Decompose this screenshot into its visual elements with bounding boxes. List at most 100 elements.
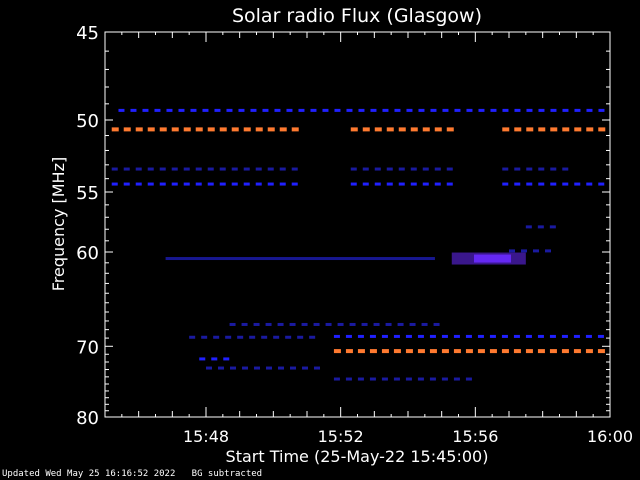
band-segment [123, 127, 131, 132]
band-segment [267, 167, 274, 171]
band-segment [586, 182, 593, 186]
continuous-band [165, 257, 435, 261]
band-segment [374, 127, 382, 132]
x-tick-label: 15:52 [318, 427, 364, 446]
band-segment [314, 366, 320, 370]
band-segment [199, 357, 206, 361]
band-segment [453, 334, 460, 338]
band-segment [302, 366, 308, 370]
band-segment [514, 182, 521, 186]
band-segment [337, 322, 344, 326]
band-segment [533, 249, 539, 253]
band-segment [207, 167, 214, 171]
band-segment [509, 249, 515, 253]
dashed-band [333, 349, 605, 354]
band-segment [598, 182, 605, 186]
band-segment [159, 182, 166, 186]
band-segment [538, 127, 546, 132]
band-segment [374, 167, 381, 171]
band-segment [574, 182, 581, 186]
band-segment [123, 167, 130, 171]
band-segment [381, 349, 389, 354]
band-segment [550, 167, 557, 171]
band-segment [442, 108, 449, 112]
band-segment [213, 335, 220, 339]
band-segment [441, 377, 448, 381]
band-segment [561, 349, 569, 354]
band-segment [350, 167, 357, 171]
band-segment [513, 334, 520, 338]
band-segment [243, 127, 251, 132]
band-segment [358, 108, 365, 112]
band-segment [277, 322, 284, 326]
band-segment [514, 108, 521, 112]
band-segment [521, 249, 527, 253]
dashed-band [229, 322, 440, 326]
band-segment [291, 182, 298, 186]
band-segment [313, 322, 320, 326]
band-segment [394, 108, 401, 112]
band-segment [297, 335, 304, 339]
band-segment [154, 108, 161, 112]
band-segment [373, 322, 380, 326]
band-segment [265, 322, 272, 326]
dashed-band [118, 108, 605, 112]
band-segment [357, 377, 364, 381]
band-segment [410, 127, 418, 132]
band-segment [255, 127, 263, 132]
band-segment [549, 349, 557, 354]
dashed-band [333, 377, 472, 381]
band-segment [357, 349, 365, 354]
band-segment [418, 108, 425, 112]
band-segment [386, 167, 393, 171]
band-segment [345, 349, 353, 354]
band-segment [405, 377, 412, 381]
band-segment [502, 167, 509, 171]
band-segment [397, 322, 404, 326]
band-segment [291, 167, 298, 171]
band-segment [219, 182, 226, 186]
band-segment [255, 167, 262, 171]
band-segment [369, 349, 377, 354]
band-segment [466, 108, 473, 112]
band-segment [325, 322, 332, 326]
band-segment [381, 334, 388, 338]
band-segment [219, 127, 227, 132]
band-segment [573, 349, 581, 354]
band-segment [254, 366, 260, 370]
band-segment [429, 349, 437, 354]
band-segment [573, 334, 580, 338]
emission-features [111, 108, 606, 381]
band-segment [345, 334, 352, 338]
x-tick-label: 16:00 [587, 427, 633, 446]
footer-status: Updated Wed May 25 16:16:52 2022 BG subt… [2, 469, 262, 479]
band-segment [334, 108, 341, 112]
band-segment [393, 349, 401, 354]
band-segment [142, 108, 149, 112]
band-segment [285, 335, 292, 339]
dashed-band [111, 127, 299, 132]
band-segment [207, 182, 214, 186]
band-segment [349, 322, 356, 326]
band-segment [322, 108, 329, 112]
band-segment [298, 108, 305, 112]
band-segment [250, 108, 257, 112]
band-segment [178, 108, 185, 112]
band-segment [525, 334, 532, 338]
band-segment [195, 182, 202, 186]
band-segment [223, 357, 230, 361]
band-segment [446, 167, 453, 171]
band-segment [429, 377, 436, 381]
band-segment [261, 335, 268, 339]
dashed-band [502, 127, 606, 132]
band-segment [477, 349, 485, 354]
band-segment [417, 377, 424, 381]
band-segment [597, 334, 604, 338]
band-segment [490, 108, 497, 112]
band-segment [381, 377, 388, 381]
band-segment [526, 167, 533, 171]
band-segment [369, 377, 376, 381]
band-segment [118, 108, 125, 112]
dashed-band [111, 167, 298, 171]
